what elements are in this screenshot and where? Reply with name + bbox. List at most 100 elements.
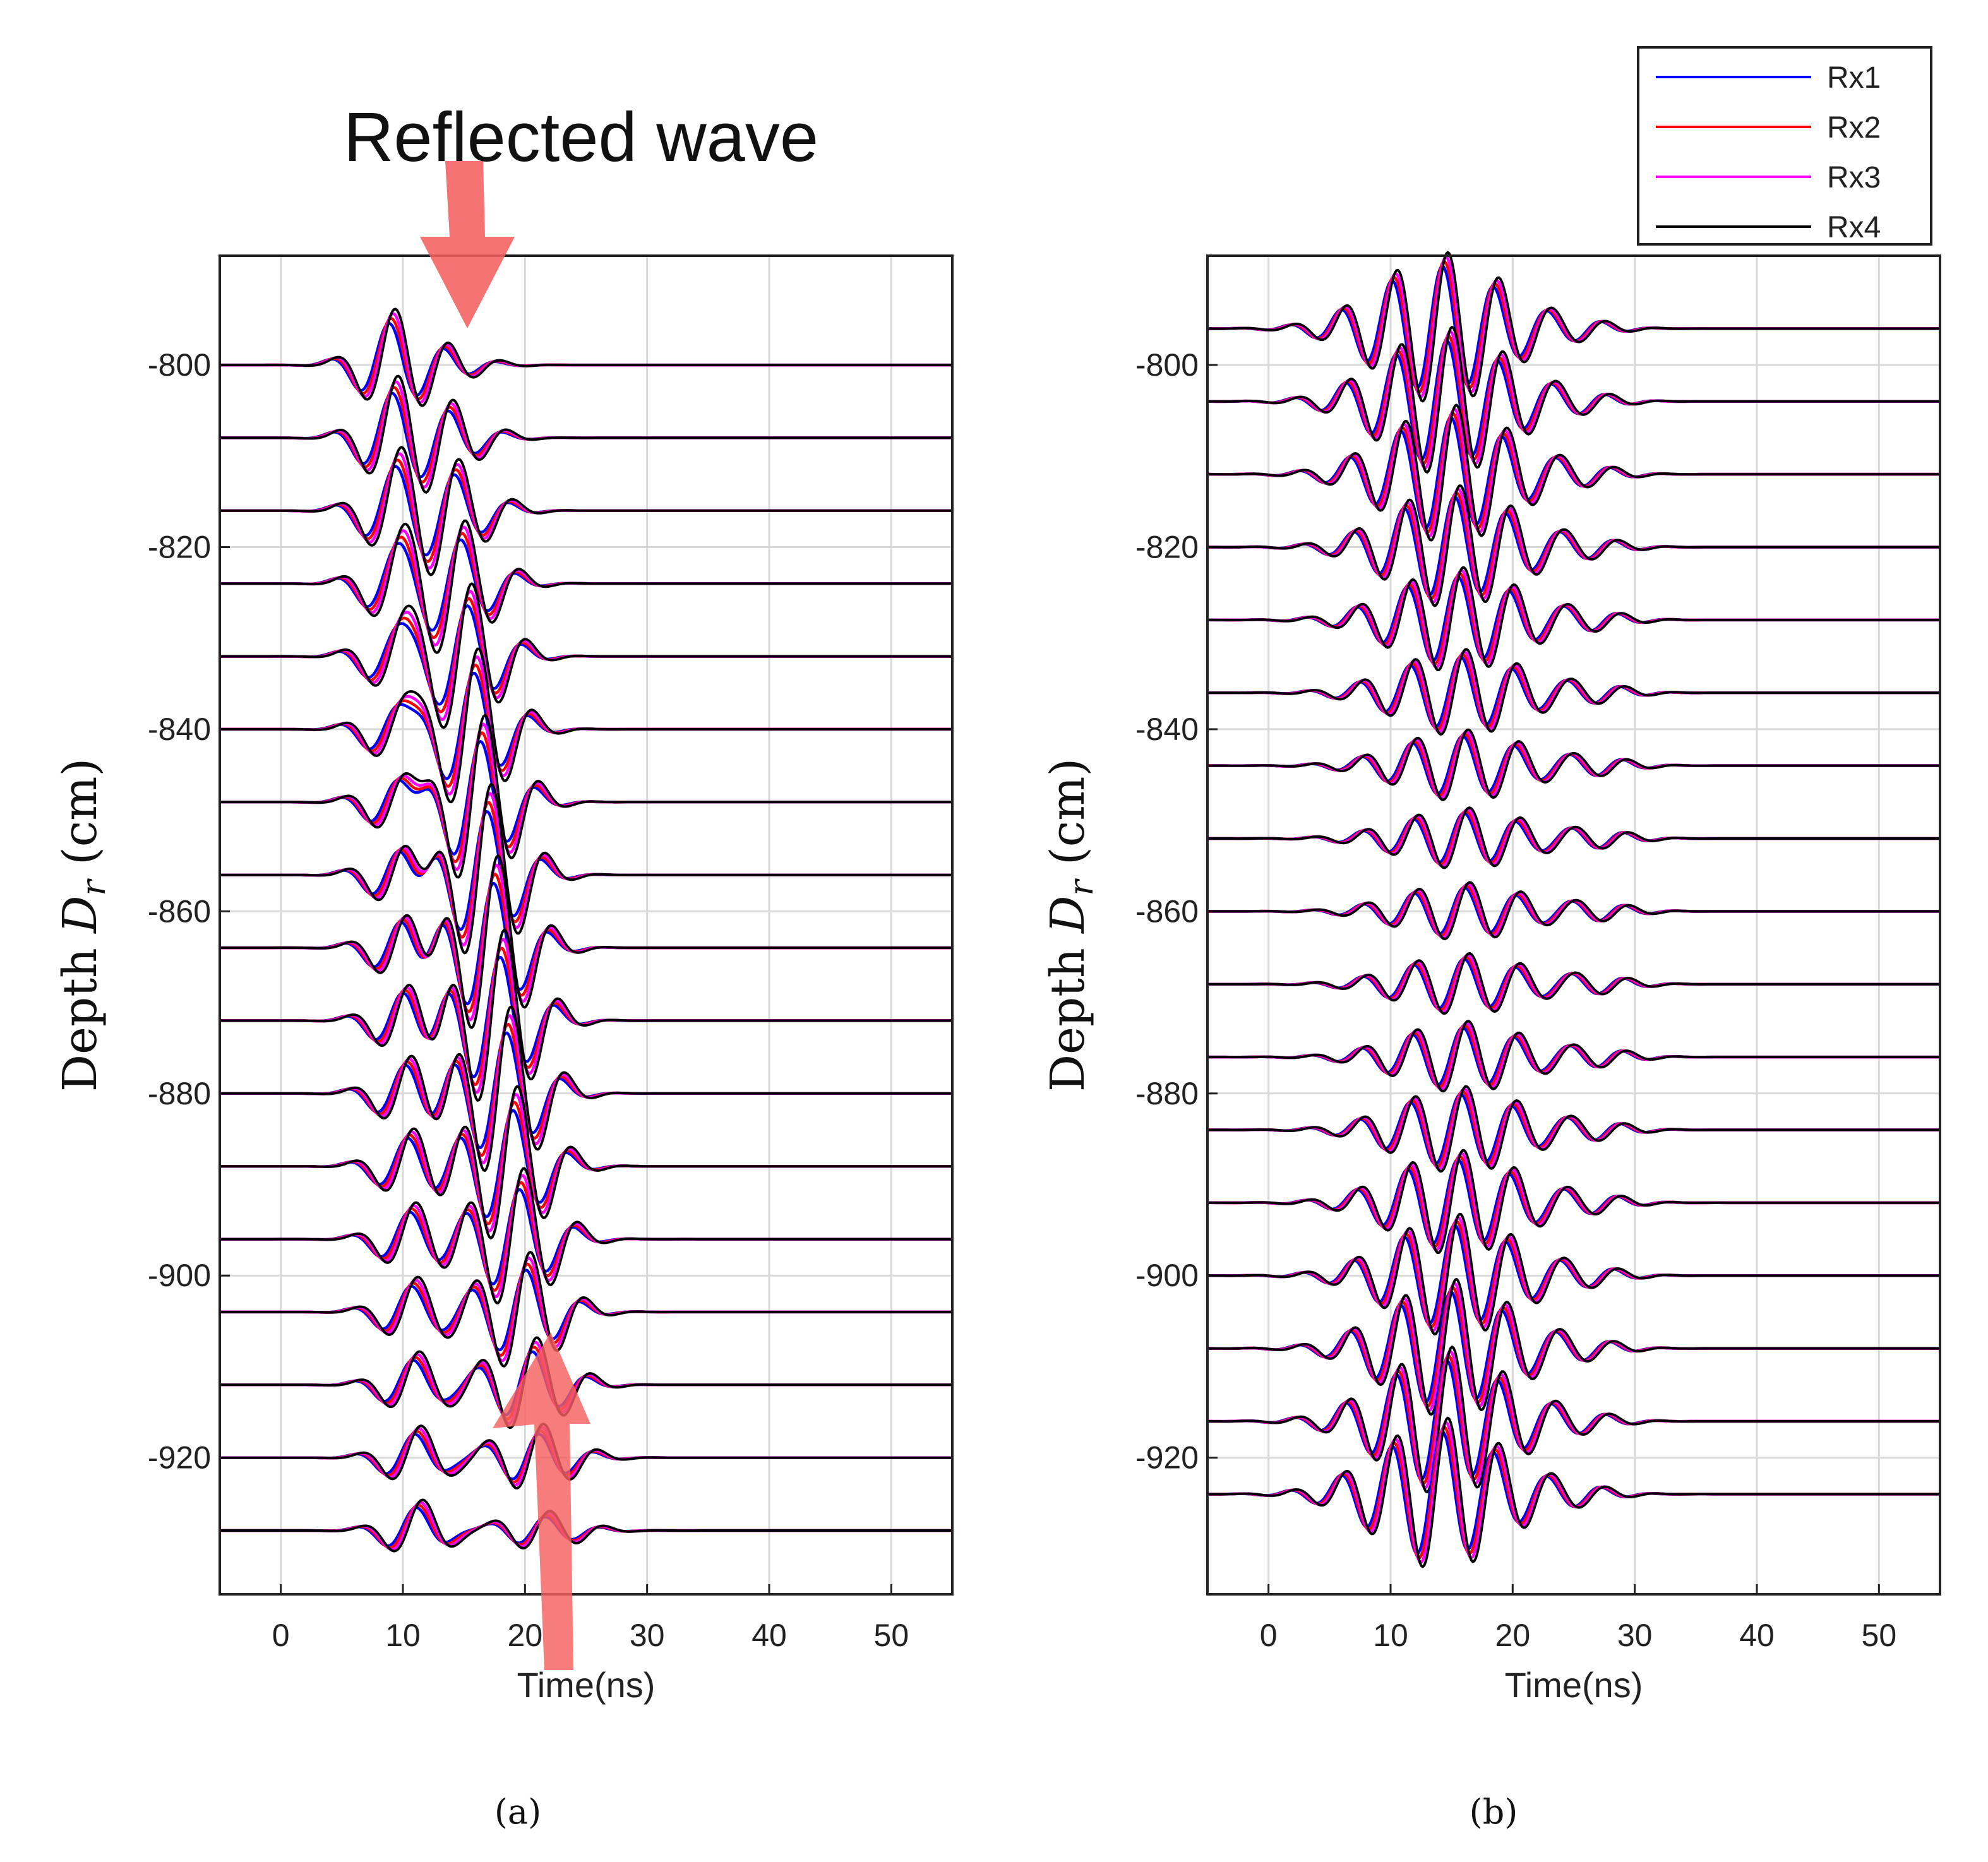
reflected-wave-arrow-up (493, 1332, 590, 1670)
b-trace-group (1207, 728, 1940, 801)
b-trace-group (1207, 648, 1940, 736)
b-trace-rx4 (1207, 952, 1940, 1015)
a-trace-group (220, 647, 952, 804)
b-trace-group (1207, 566, 1940, 671)
b-trace-group (1207, 251, 1940, 403)
a-trace-rx4 (220, 783, 952, 955)
panel-a: 0 10 20 30 40 50 -800 -820 -840 -860 -880 -900 -920… (53, 98, 954, 1832)
a-trace-rx4 (220, 446, 952, 576)
b-y-tick-label: -900 (1135, 1258, 1199, 1293)
b-trace-rx4 (1207, 484, 1940, 607)
b-trace-rx4 (1207, 566, 1940, 671)
a-trace-group (220, 928, 952, 1102)
legend-label-rx4: Rx4 (1827, 211, 1881, 244)
b-x-tick-label: 0 (1260, 1618, 1278, 1653)
a-trace-group (220, 854, 952, 1029)
a-trace-group (220, 713, 952, 879)
reflected-wave-arrow-down (420, 161, 515, 328)
b-trace-rx4 (1207, 1277, 1940, 1416)
a-y-tick-label: -880 (148, 1076, 211, 1111)
b-trace-rx4 (1207, 1416, 1940, 1568)
b-x-tick-label: 30 (1617, 1618, 1653, 1653)
a-trace-group (220, 1251, 952, 1368)
b-y-tick-label: -820 (1135, 529, 1199, 564)
b-x-tick-label: 20 (1495, 1618, 1531, 1653)
a-trace-group (220, 446, 952, 576)
b-y-tick-label: -800 (1135, 347, 1199, 383)
b-trace-rx4 (1207, 806, 1940, 869)
a-trace-rx4 (220, 647, 952, 804)
a-x-tick-label: 0 (272, 1618, 290, 1653)
b-trace-rx4 (1207, 1212, 1940, 1336)
b-x-tick-label: 40 (1739, 1618, 1775, 1653)
panel-b-traces (1207, 251, 1940, 1568)
a-trace-rx4 (220, 519, 952, 654)
b-x-tick-label: 50 (1862, 1618, 1897, 1653)
a-trace-group (220, 582, 952, 729)
panel-b-axes-frame (1206, 254, 1941, 1596)
b-trace-rx4 (1207, 648, 1940, 736)
panel-a-x-axis-label: Time(ns) (517, 1665, 656, 1705)
panel-b-grid (1207, 256, 1940, 1594)
b-trace-group (1207, 1020, 1940, 1093)
a-trace-group (220, 1423, 952, 1489)
legend: Rx1 Rx2 Rx3 Rx4 (1637, 46, 1932, 246)
a-y-tick-label: -820 (148, 529, 211, 564)
a-trace-rx4 (220, 1005, 952, 1172)
panel-a-y-tick-labels: -800 -820 -840 -860 -880 -900 -920 (148, 347, 211, 1476)
b-trace-rx4 (1207, 728, 1940, 801)
a-y-tick-label: -900 (148, 1258, 211, 1293)
a-trace-group (220, 1498, 952, 1553)
a-x-tick-label: 30 (630, 1618, 665, 1653)
b-trace-group (1207, 1085, 1940, 1173)
legend-label-rx1: Rx1 (1827, 61, 1881, 95)
panel-a-x-tick-labels: 0 10 20 30 40 50 (272, 1618, 909, 1653)
b-trace-group (1207, 484, 1940, 607)
b-trace-group (1207, 952, 1940, 1015)
b-trace-group (1207, 1212, 1940, 1336)
b-trace-rx4 (1207, 1020, 1940, 1093)
a-trace-rx4 (220, 1423, 952, 1489)
a-trace-rx4 (220, 1085, 952, 1239)
b-trace-rx4 (1207, 881, 1940, 941)
a-y-tick-label: -860 (148, 893, 211, 929)
a-x-tick-label: 50 (874, 1618, 909, 1653)
b-trace-rx4 (1207, 251, 1940, 403)
b-trace-group (1207, 806, 1940, 869)
b-y-tick-label: -860 (1135, 893, 1199, 929)
a-trace-group (220, 374, 952, 494)
a-y-tick-label: -920 (148, 1440, 211, 1476)
b-y-tick-label: -840 (1135, 712, 1199, 747)
a-trace-group (220, 1336, 952, 1429)
a-y-tick-label: -840 (148, 712, 211, 747)
legend-box (1637, 46, 1932, 246)
b-trace-group (1207, 403, 1940, 542)
legend-label-rx3: Rx3 (1827, 161, 1881, 194)
a-trace-rx4 (220, 1167, 952, 1304)
a-trace-rx4 (220, 374, 952, 494)
b-trace-rx4 (1207, 325, 1940, 474)
b-x-tick-label: 10 (1373, 1618, 1408, 1653)
panel-a-y-axis-label: Depth Dr (cm) (53, 758, 113, 1092)
b-trace-rx4 (1207, 1149, 1940, 1254)
b-trace-rx4 (1207, 1085, 1940, 1173)
a-trace-rx4 (220, 1251, 952, 1368)
a-trace-rx4 (220, 307, 952, 407)
a-x-tick-label: 40 (751, 1618, 787, 1653)
b-trace-group (1207, 1277, 1940, 1416)
legend-entries: Rx1 Rx2 Rx3 Rx4 (1656, 61, 1881, 244)
a-x-tick-label: 20 (508, 1618, 543, 1653)
a-trace-rx4 (220, 1498, 952, 1553)
b-y-tick-label: -880 (1135, 1076, 1199, 1111)
legend-label-rx2: Rx2 (1827, 111, 1881, 145)
a-x-tick-label: 10 (385, 1618, 421, 1653)
a-trace-group (220, 1085, 952, 1239)
a-trace-group (220, 1005, 952, 1172)
panel-b: 0 10 20 30 40 50 -800 -820 -840 -860 -880 -900 -920… (1041, 251, 1941, 1832)
panel-b-y-axis-label: Depth Dr (cm) (1041, 758, 1101, 1092)
panel-a-caption: (a) (494, 1792, 541, 1832)
b-trace-rx4 (1207, 403, 1940, 542)
panel-b-x-tick-labels: 0 10 20 30 40 50 (1260, 1618, 1896, 1653)
panel-b-x-axis-label: Time(ns) (1505, 1665, 1643, 1705)
